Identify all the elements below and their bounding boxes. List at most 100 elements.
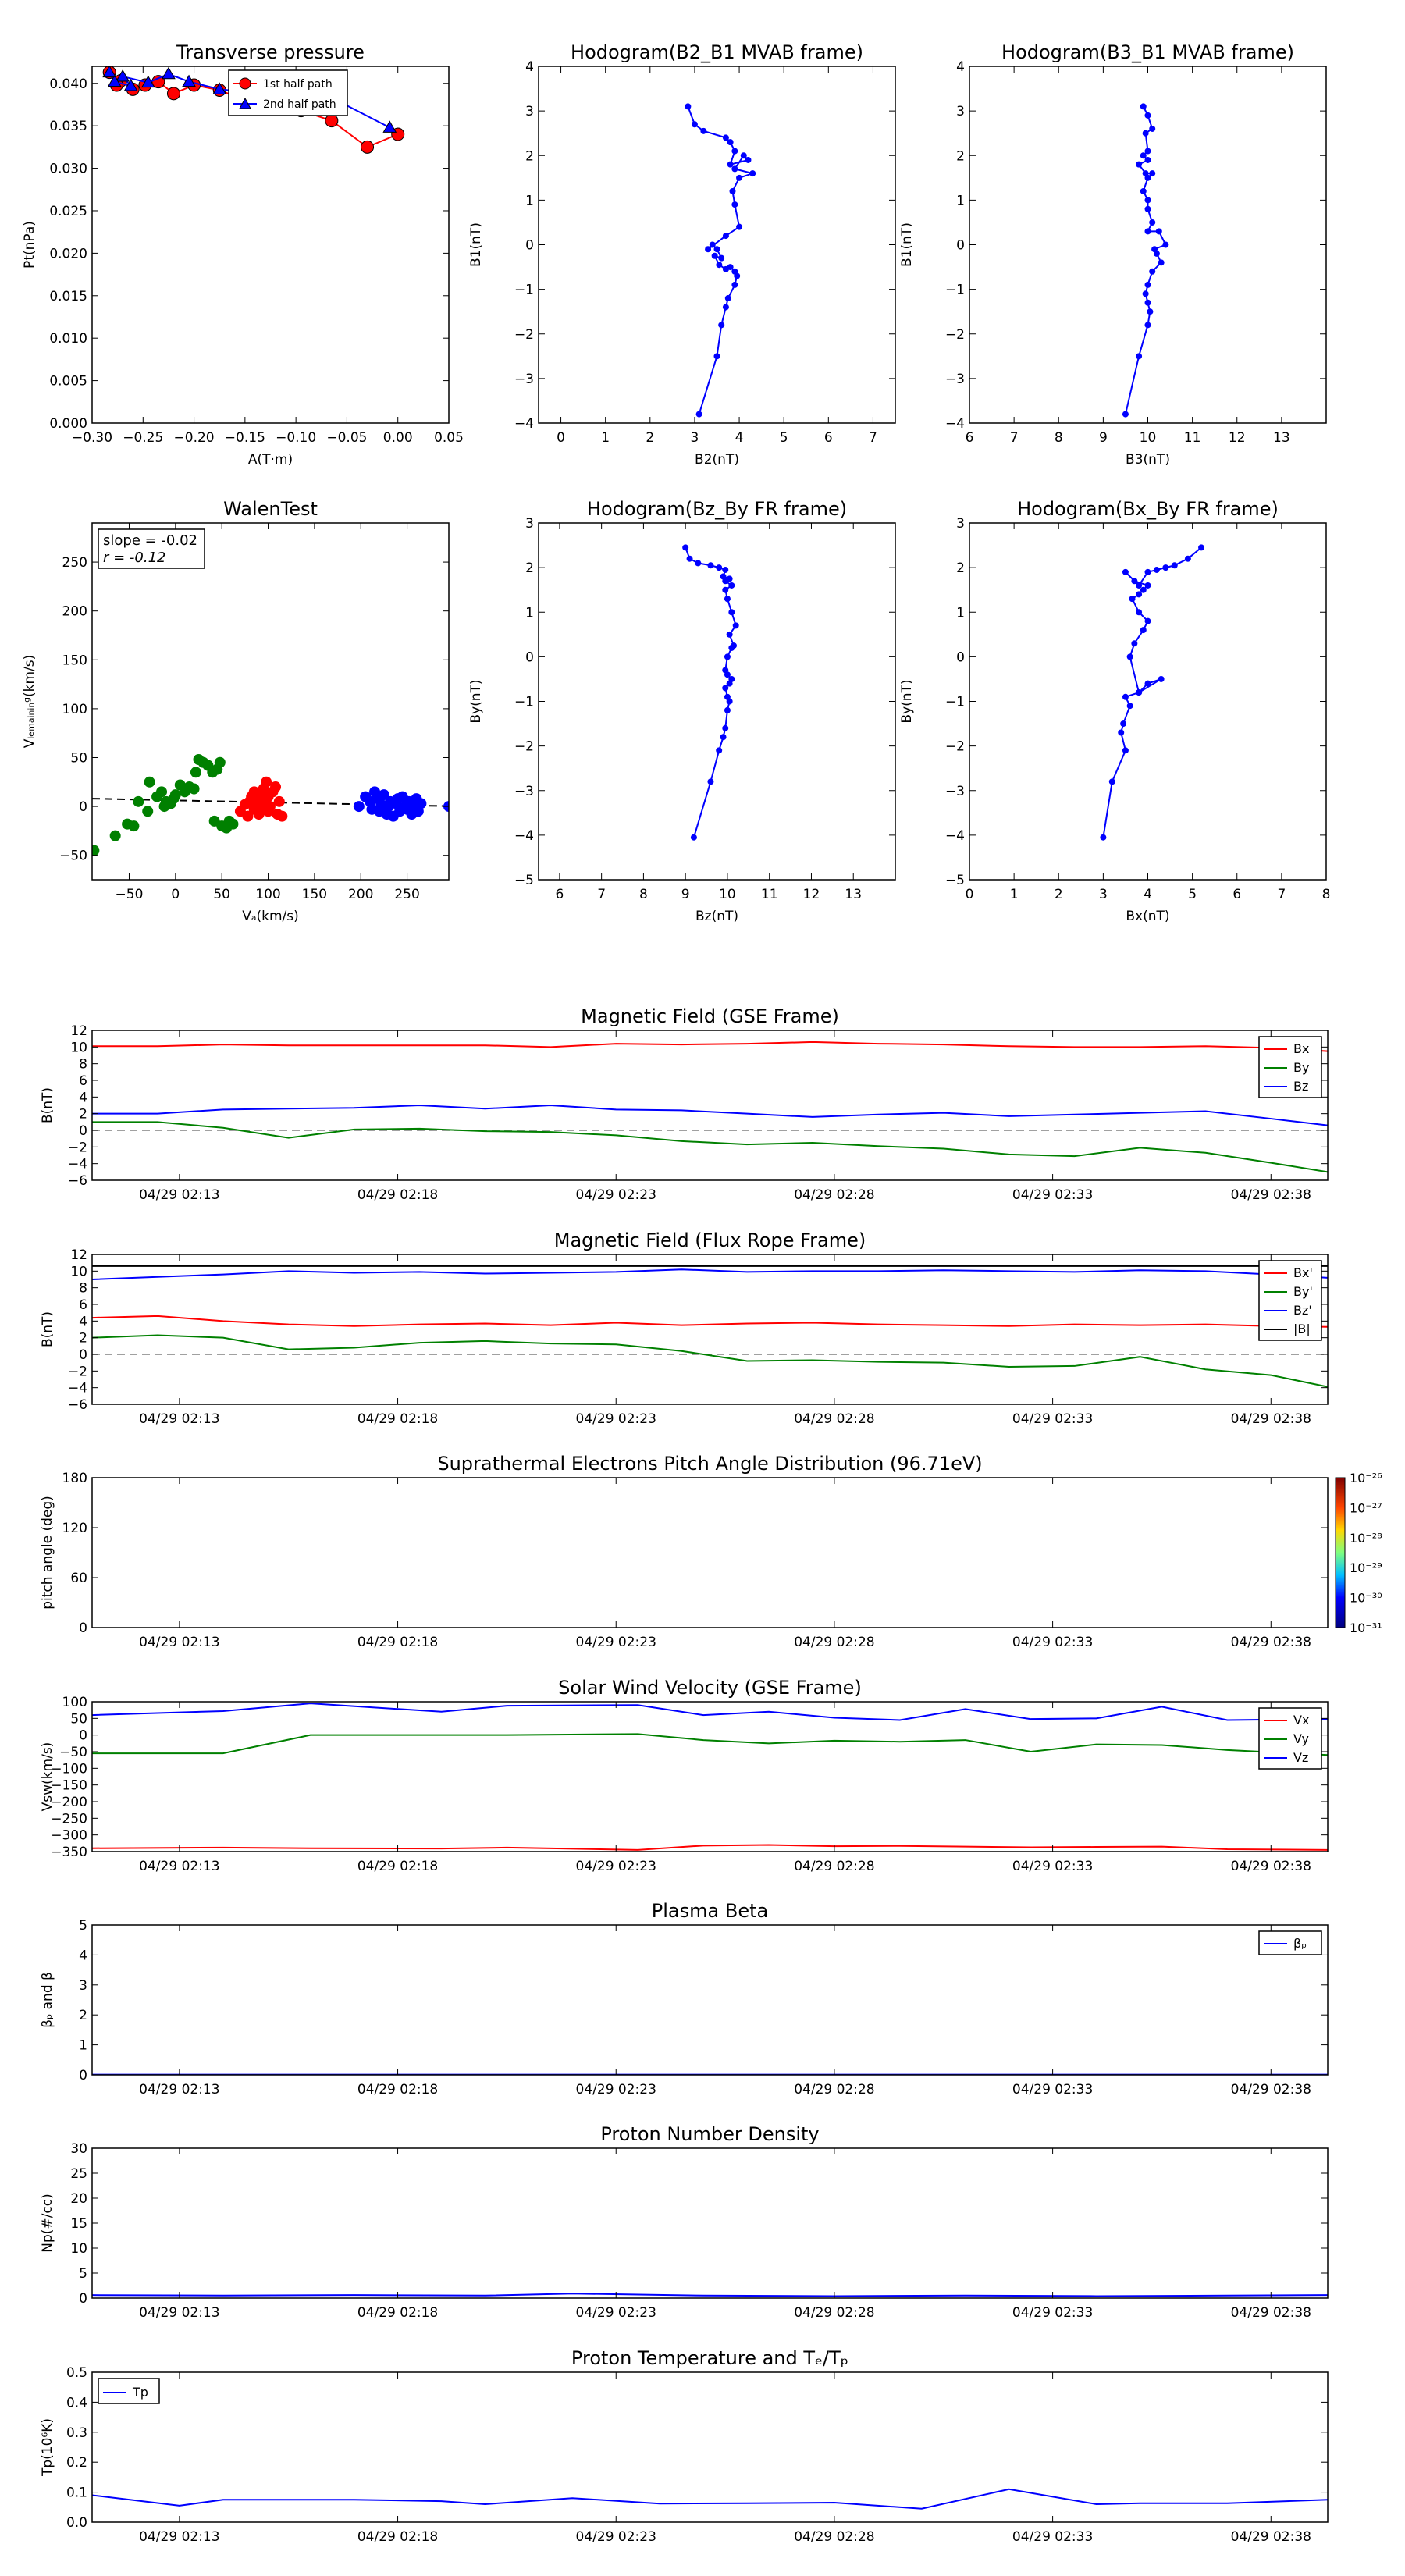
data-point (1149, 219, 1156, 226)
y-tick-label: −250 (51, 1811, 87, 1827)
data-point (1131, 640, 1138, 647)
data-point (1142, 130, 1149, 137)
y-tick-label: 120 (62, 1521, 87, 1536)
y-tick-label: 10 (70, 1264, 87, 1279)
y-tick-label: −3 (945, 372, 965, 387)
y-tick-label: −1 (945, 283, 965, 298)
data-point (713, 246, 720, 253)
data-point (276, 810, 288, 822)
y-axis-label: B(nT) (40, 1311, 55, 1347)
x-tick-label: 3 (1099, 887, 1108, 902)
data-point (729, 187, 736, 194)
data-point (1158, 675, 1165, 682)
y-tick-label: 3 (956, 516, 965, 532)
legend-label: Vx (1293, 1713, 1309, 1727)
data-point (1158, 259, 1165, 266)
plot-area (92, 2293, 1328, 2297)
y-tick-label: 0.005 (49, 374, 87, 390)
y-tick-label: 30 (70, 2141, 87, 2157)
colorbar-tick-label: 10⁻²⁸ (1350, 1531, 1382, 1546)
y-tick-label: 8 (79, 1057, 87, 1073)
legend-label: Bz' (1293, 1303, 1312, 1318)
data-point (1144, 112, 1151, 119)
data-point (749, 170, 756, 177)
data-point (728, 582, 735, 589)
chart-title: Hodogram(Bz_By FR frame) (587, 498, 847, 520)
data-point (242, 810, 254, 822)
data-point (166, 87, 180, 101)
time-tick-label: 04/29 02:38 (1231, 1635, 1311, 1650)
y-tick-label: 0 (956, 649, 965, 665)
data-point (722, 233, 729, 240)
y-tick-label: 4 (79, 1314, 87, 1329)
data-point (724, 706, 731, 713)
y-tick-label: −3 (514, 784, 534, 799)
time-tick-label: 04/29 02:23 (576, 2305, 656, 2321)
y-axis-label: B1(nT) (468, 222, 484, 267)
time-tick-label: 04/29 02:33 (1012, 1859, 1093, 1874)
y-tick-label: −200 (51, 1795, 87, 1810)
x-tick-label: 11 (1184, 430, 1201, 446)
data-point (1151, 246, 1158, 253)
chart-vsw: Solar Wind Velocity (GSE Frame)−350−300−… (40, 1677, 1329, 1874)
data-point (1120, 720, 1127, 728)
time-tick-label: 04/29 02:23 (576, 1635, 656, 1650)
y-tick-label: −4 (945, 828, 965, 844)
data-point (1100, 834, 1107, 841)
series-line-2 (92, 1703, 1328, 1721)
y-tick-label: 2 (79, 1331, 87, 1347)
y-tick-label: 4 (956, 59, 965, 75)
y-axis-label: βₚ and β (40, 1972, 55, 2028)
x-tick-label: 0.00 (383, 430, 413, 446)
series-line-0 (92, 2488, 1328, 2510)
data-point (264, 801, 276, 813)
colorbar (1335, 1477, 1346, 1628)
data-point (162, 66, 176, 80)
data-point (1140, 187, 1147, 194)
axes-frame (91, 2371, 1329, 2523)
chart-title: Magnetic Field (GSE Frame) (581, 1005, 839, 1027)
series-line-1 (92, 1733, 1328, 1756)
data-point (685, 103, 692, 110)
data-point (728, 609, 735, 616)
data-point (1122, 411, 1129, 418)
x-tick-label: −50 (116, 887, 144, 902)
y-tick-label: −150 (51, 1778, 87, 1794)
x-tick-label: 13 (845, 887, 862, 902)
data-point (415, 798, 427, 809)
y-axis-label: Pt(nPa) (22, 221, 37, 269)
x-tick-label: 1 (1010, 887, 1019, 902)
data-point (732, 622, 739, 629)
time-tick-label: 04/29 02:13 (139, 2082, 219, 2097)
data-point (212, 82, 227, 94)
x-tick-label: 10 (719, 887, 736, 902)
x-axis-label: B3(nT) (1126, 452, 1170, 468)
x-tick-label: 4 (735, 430, 744, 446)
chart-title: Plasma Beta (652, 1900, 768, 1922)
data-point (123, 79, 138, 91)
legend: βₚ (1258, 1930, 1322, 1955)
y-tick-label: −4 (514, 828, 534, 844)
y-tick-label: 8 (79, 1281, 87, 1297)
y-tick-label: 150 (62, 653, 87, 668)
y-tick-label: 4 (525, 59, 534, 75)
x-tick-label: −0.25 (123, 430, 163, 446)
y-tick-label: 0 (956, 238, 965, 254)
time-tick-label: 04/29 02:33 (1012, 2082, 1093, 2097)
y-tick-label: 0 (79, 2291, 87, 2307)
y-tick-label: −6 (68, 1397, 87, 1413)
axes-frame (91, 66, 450, 424)
y-tick-label: 180 (62, 1471, 87, 1486)
data-point (724, 653, 731, 660)
y-tick-label: 1 (956, 193, 965, 208)
data-point (727, 161, 734, 168)
data-point (1136, 582, 1143, 589)
y-tick-label: −2 (514, 739, 534, 755)
time-tick-label: 04/29 02:13 (139, 1187, 219, 1203)
x-tick-label: 0 (557, 430, 565, 446)
x-tick-label: 0 (171, 887, 180, 902)
legend-label: By (1293, 1060, 1309, 1075)
data-point (1144, 197, 1151, 204)
plot-area (92, 1041, 1328, 1173)
data-point (1142, 290, 1149, 297)
